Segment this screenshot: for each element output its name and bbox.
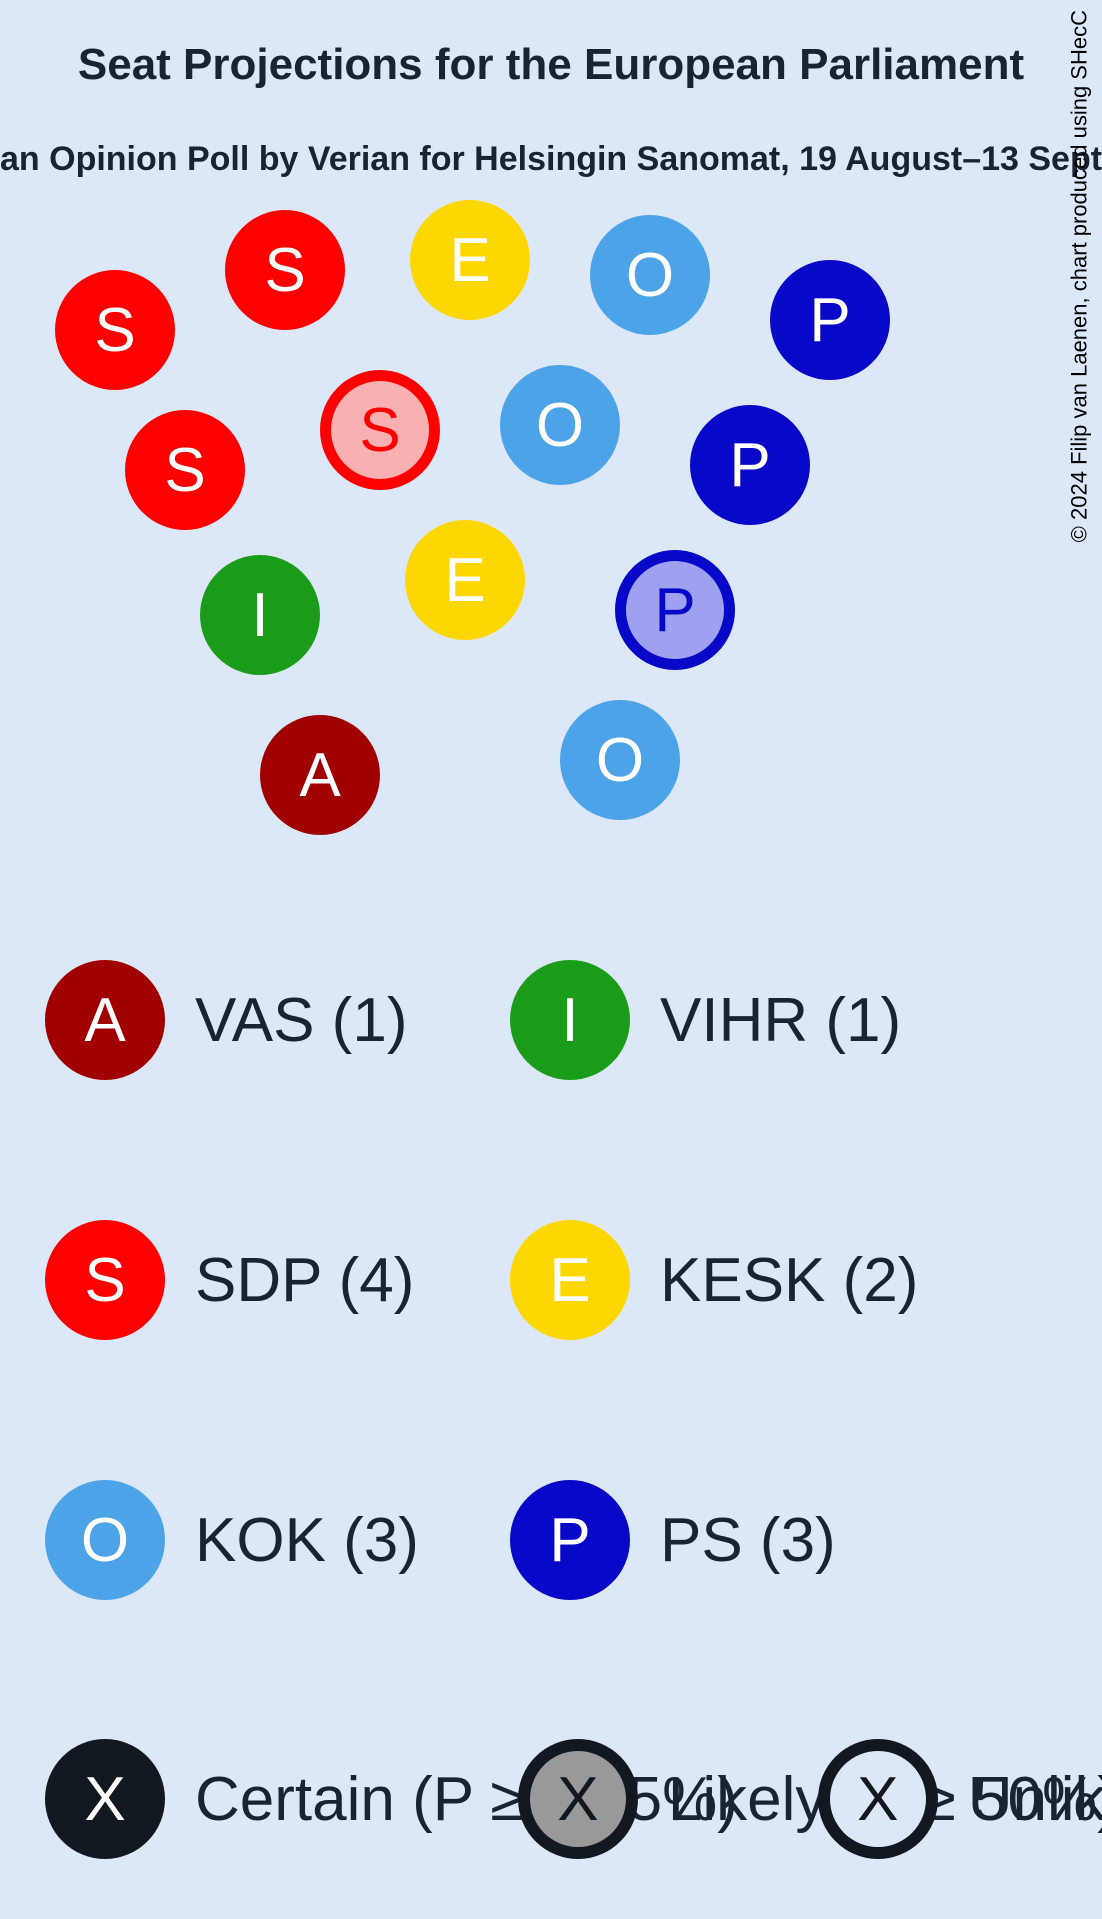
legend-label: KOK (3) xyxy=(195,1505,419,1576)
chart-title: Seat Projections for the European Parlia… xyxy=(0,40,1102,90)
legend-item: P PS (3) xyxy=(510,1480,836,1600)
legend-item: E KESK (2) xyxy=(510,1220,918,1340)
certain-letter: X xyxy=(84,1764,125,1835)
unlikely-letter: X xyxy=(857,1764,898,1835)
seat-circle: O xyxy=(560,700,680,820)
seat-circle: A xyxy=(260,715,380,835)
legend-label: PS (3) xyxy=(660,1505,836,1576)
likely-swatch: X xyxy=(518,1739,638,1859)
likely-letter: X xyxy=(557,1764,598,1835)
legend-item: S SDP (4) xyxy=(45,1220,414,1340)
legend-item: I VIHR (1) xyxy=(510,960,901,1080)
unlikely-swatch: X xyxy=(818,1739,938,1859)
seat-circle: O xyxy=(590,215,710,335)
seat-circle: S xyxy=(55,270,175,390)
legend-swatch: O xyxy=(45,1480,165,1600)
legend-label: KESK (2) xyxy=(660,1245,918,1316)
legend-label: VAS (1) xyxy=(195,985,407,1056)
unlikely-label: Unlikely xyxy=(968,1764,1102,1835)
seat-circle: S xyxy=(225,210,345,330)
seat-circle: S xyxy=(125,410,245,530)
legend-swatch: I xyxy=(510,960,630,1080)
chart-credit: © 2024 Filip van Laenen, chart produced … xyxy=(1066,10,1092,542)
seat-circle: P xyxy=(615,550,735,670)
probability-legend: X Certain (P ≥ 97.5%) X Likely (P ≥ 50%)… xyxy=(45,1739,1102,1859)
seat-circle: E xyxy=(405,520,525,640)
legend-label: VIHR (1) xyxy=(660,985,901,1056)
legend-item: O KOK (3) xyxy=(45,1480,419,1600)
seat-circle-inner: S xyxy=(331,381,429,479)
legend-swatch: A xyxy=(45,960,165,1080)
seat-circle-inner: P xyxy=(626,561,724,659)
legend-label: SDP (4) xyxy=(195,1245,414,1316)
legend-item: A VAS (1) xyxy=(45,960,407,1080)
seat-circle: P xyxy=(770,260,890,380)
seat-circle: O xyxy=(500,365,620,485)
legend-swatch: S xyxy=(45,1220,165,1340)
chart-subtitle: an Opinion Poll by Verian for Helsingin … xyxy=(0,140,1102,179)
legend-swatch: P xyxy=(510,1480,630,1600)
seat-circle: P xyxy=(690,405,810,525)
seat-circle: I xyxy=(200,555,320,675)
legend-swatch: E xyxy=(510,1220,630,1340)
seat-circle: E xyxy=(410,200,530,320)
certain-label: Certain (P ≥ 97.5%) xyxy=(195,1764,738,1835)
seat-circle: S xyxy=(320,370,440,490)
certain-swatch: X xyxy=(45,1739,165,1859)
